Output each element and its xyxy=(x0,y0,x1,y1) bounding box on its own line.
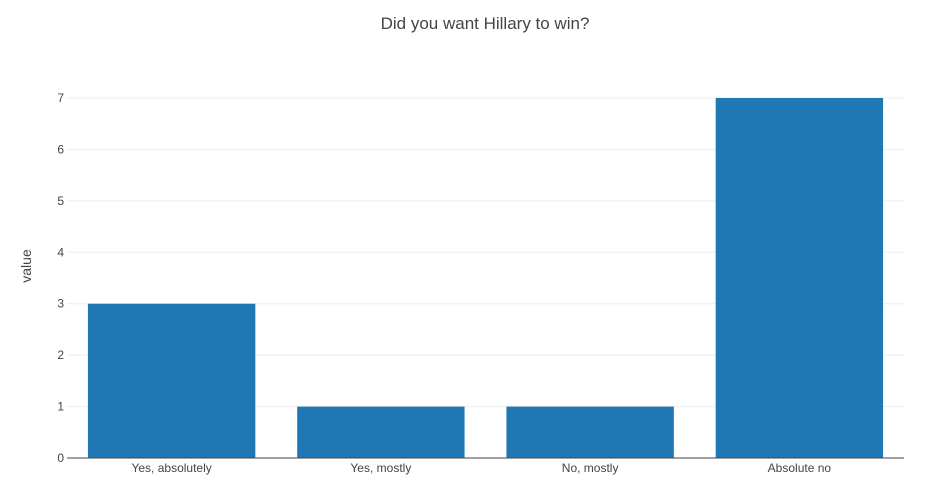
chart-title: Did you want Hillary to win? xyxy=(381,14,590,33)
bars xyxy=(87,98,884,458)
y-tick-label: 7 xyxy=(57,91,64,105)
y-axis-label: value xyxy=(18,249,34,283)
x-axis-ticks: Yes, absolutely Yes, mostly No, mostly Abso… xyxy=(131,461,831,475)
x-tick-label: Yes, mostly xyxy=(350,461,411,475)
x-tick-label: Absolute no xyxy=(768,461,832,475)
bar-1[interactable] xyxy=(297,406,465,458)
bar-3[interactable] xyxy=(715,98,884,458)
x-tick-label: Yes, absolutely xyxy=(131,461,211,475)
y-tick-label: 6 xyxy=(57,142,64,156)
y-tick-label: 5 xyxy=(57,194,64,208)
x-tick-label: No, mostly xyxy=(562,461,619,475)
bar-0[interactable] xyxy=(87,303,256,458)
bar-2[interactable] xyxy=(506,406,674,458)
y-tick-label: 3 xyxy=(57,297,64,311)
y-tick-label: 4 xyxy=(57,245,64,259)
y-tick-label: 1 xyxy=(57,400,64,414)
y-axis-ticks: 0 1 2 3 4 5 6 7 xyxy=(57,91,64,465)
y-tick-label: 2 xyxy=(57,348,64,362)
y-tick-label: 0 xyxy=(57,451,64,465)
